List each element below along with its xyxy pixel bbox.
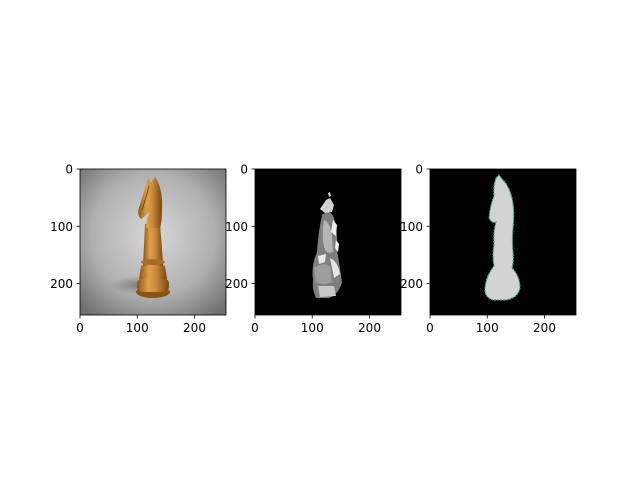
x-tick-label: 100 [126,321,149,335]
y-tick-label: 100 [225,220,248,234]
y-tick-label: 200 [50,277,73,291]
panel-mask [430,169,576,315]
axes-frame-1 [79,168,227,316]
panel-photo [80,169,226,315]
y-tick-label: 100 [50,220,73,234]
x-tick-label: 200 [183,321,206,335]
knight-mask [484,174,521,301]
y-tick-label: 200 [400,277,423,291]
x-tick-label: 0 [426,321,434,335]
y-tick-label: 0 [65,163,73,177]
x-tick-label: 200 [533,321,556,335]
x-tick-label: 0 [251,321,259,335]
segmented-knight [312,192,342,298]
x-tick-label: 0 [76,321,84,335]
y-tick-label: 200 [225,277,248,291]
panel-segmentation [255,169,401,315]
x-tick-label: 100 [476,321,499,335]
knight-piece [136,177,170,298]
y-tick-label: 0 [240,163,248,177]
axes-frame-3 [429,168,577,316]
x-tick-label: 200 [358,321,381,335]
x-tick-label: 100 [301,321,324,335]
y-tick-label: 0 [415,163,423,177]
axes-frame-2 [254,168,402,316]
tick-layer: 0 100 200 0 100 200 0 100 200 0 100 200 0 100 200 0 100 2… [50,163,556,336]
y-tick-label: 100 [400,220,423,234]
